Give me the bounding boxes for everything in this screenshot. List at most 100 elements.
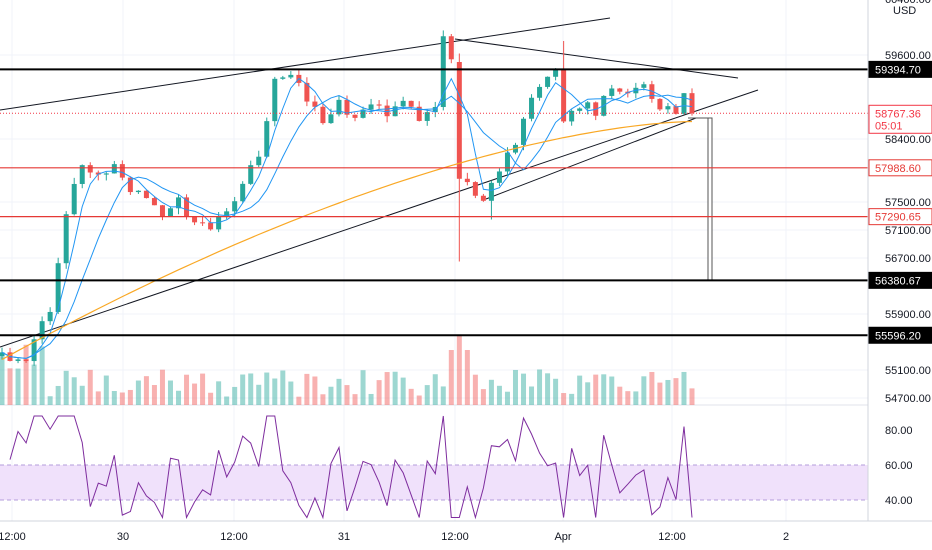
volume-bar	[296, 396, 302, 405]
volume-bar	[657, 382, 663, 405]
candle-body	[384, 105, 390, 117]
candle-body	[304, 82, 310, 102]
volume-bar	[280, 370, 286, 405]
volume-bar	[665, 379, 671, 405]
volume-bar	[400, 377, 406, 405]
candle-body	[480, 195, 486, 201]
candle-body	[336, 99, 342, 115]
moving-averages	[1, 77, 693, 361]
volume-bar	[320, 394, 326, 405]
volume-bar	[432, 374, 438, 405]
candle-body	[15, 359, 21, 361]
volume-bar	[240, 374, 246, 405]
candle-body	[432, 107, 438, 113]
volume-bar	[39, 346, 45, 405]
ma-long-line	[1, 120, 693, 361]
candle-body	[504, 152, 510, 172]
candle-body	[440, 36, 446, 108]
volume-bar	[448, 350, 454, 405]
price-tick-label: 60400.00	[885, 0, 931, 6]
price-level-label: 57988.60	[875, 163, 921, 175]
volume-bar	[304, 373, 310, 405]
volume-bar	[537, 369, 543, 405]
candle-body	[71, 183, 77, 215]
candle-body	[79, 165, 85, 184]
candle-body	[103, 173, 109, 175]
volume-bar	[480, 389, 486, 405]
candle-body	[23, 359, 29, 362]
time-tick-label: 30	[117, 531, 129, 543]
grid	[0, 0, 868, 521]
rsi-band	[0, 465, 868, 500]
candle-body	[111, 164, 117, 174]
time-tick-label: 12:00	[220, 531, 248, 543]
candle-body	[119, 164, 125, 178]
candle-body	[376, 104, 382, 106]
volume-bar	[79, 385, 85, 405]
volume-bar	[312, 376, 318, 405]
volume-bar	[344, 385, 350, 405]
candle-body	[368, 104, 374, 110]
time-tick-label: 12:00	[658, 531, 686, 543]
volume-bar	[545, 373, 551, 405]
candle-body	[328, 114, 334, 124]
candle-body	[609, 88, 615, 96]
volume-bar	[15, 368, 21, 405]
volume-bar	[200, 373, 206, 405]
candle-body	[529, 97, 535, 119]
time-tick-label: 2	[783, 531, 789, 543]
price-tick-label: 56700.00	[885, 253, 931, 265]
candle-body	[657, 98, 663, 110]
volume-bar	[472, 374, 478, 405]
candle-body	[184, 197, 190, 217]
candle-body	[641, 84, 647, 88]
price-tick-label: 57100.00	[885, 225, 931, 237]
candle-body	[159, 205, 165, 217]
candle-body	[240, 183, 246, 202]
candle-body	[208, 222, 214, 230]
volume-bar	[55, 385, 61, 405]
price-levels	[0, 68, 868, 337]
volume-bar	[641, 376, 647, 405]
volume-bar	[512, 369, 518, 405]
price-level-label: 57290.65	[875, 212, 921, 224]
volume-bar	[601, 374, 607, 405]
candle-body	[545, 76, 551, 87]
volume-bar	[689, 388, 695, 405]
time-tick-label: 12:00	[441, 531, 469, 543]
volume-bar	[95, 391, 101, 405]
volume-bar	[569, 393, 575, 405]
candle-body	[577, 108, 583, 111]
ma-fast-line	[1, 77, 693, 359]
price-level-label: 56380.67	[875, 275, 921, 287]
volume-bar	[496, 385, 502, 405]
candle-body	[87, 165, 93, 173]
volume-bar	[31, 364, 37, 405]
candle-body	[256, 156, 262, 166]
volume-bar	[553, 378, 559, 405]
volume-bar	[561, 393, 567, 405]
volume-bar	[440, 386, 446, 405]
volume-bar	[23, 344, 29, 405]
volume-bar	[103, 375, 109, 405]
volume-bar	[256, 384, 262, 405]
price-tick-label: 59600.00	[885, 50, 931, 62]
volume-bar	[464, 350, 470, 405]
candle-body	[248, 165, 254, 184]
volume-bar	[360, 370, 366, 405]
volume-bar	[47, 396, 53, 405]
candle-body	[496, 171, 502, 183]
price-tick-label: 57500.00	[885, 197, 931, 209]
countdown-label: 05:01	[875, 120, 903, 132]
price-level-label-box	[868, 208, 932, 226]
volume-bar	[376, 380, 382, 405]
volume-bar	[424, 385, 430, 405]
volume-bar	[143, 376, 149, 405]
price-tick-label: 54700.00	[885, 393, 931, 405]
candle-body	[352, 114, 358, 118]
volume-bar	[208, 392, 214, 405]
volume-bar	[135, 380, 141, 405]
candle-body	[488, 182, 494, 201]
